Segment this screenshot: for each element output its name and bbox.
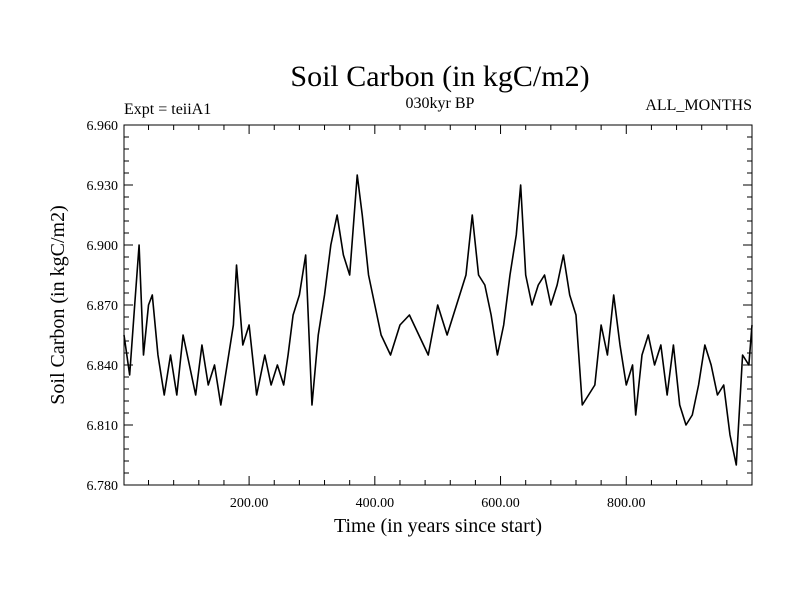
months-label: ALL_MONTHS <box>645 97 752 114</box>
y-tick-label: 6.840 <box>87 359 119 374</box>
x-axis-label: Time (in years since start) <box>334 515 542 537</box>
y-axis-label: Soil Carbon (in kgC/m2) <box>47 205 69 404</box>
x-axis: 200.00 400.00 600.00 800.00 <box>148 125 753 511</box>
y-tick-label: 6.930 <box>87 179 119 194</box>
y-tick-label: 6.870 <box>87 299 119 314</box>
x-tick-label: 600.00 <box>481 496 520 511</box>
y-axis: 6.780 6.810 6.840 6.870 6.900 6.930 6.960 <box>87 119 752 494</box>
x-tick-label: 400.00 <box>356 496 395 511</box>
experiment-label: Expt = teiiA1 <box>124 101 211 118</box>
x-tick-label: 800.00 <box>607 496 646 511</box>
x-tick-label: 200.00 <box>230 496 269 511</box>
y-tick-label: 6.810 <box>87 419 119 434</box>
y-tick-label: 6.900 <box>87 239 119 254</box>
y-tick-label: 6.960 <box>87 119 119 134</box>
period-label: 030kyr BP <box>406 95 475 112</box>
series-line <box>123 174 753 466</box>
y-tick-label: 6.780 <box>87 479 119 494</box>
chart-title: Soil Carbon (in kgC/m2) <box>290 60 589 93</box>
